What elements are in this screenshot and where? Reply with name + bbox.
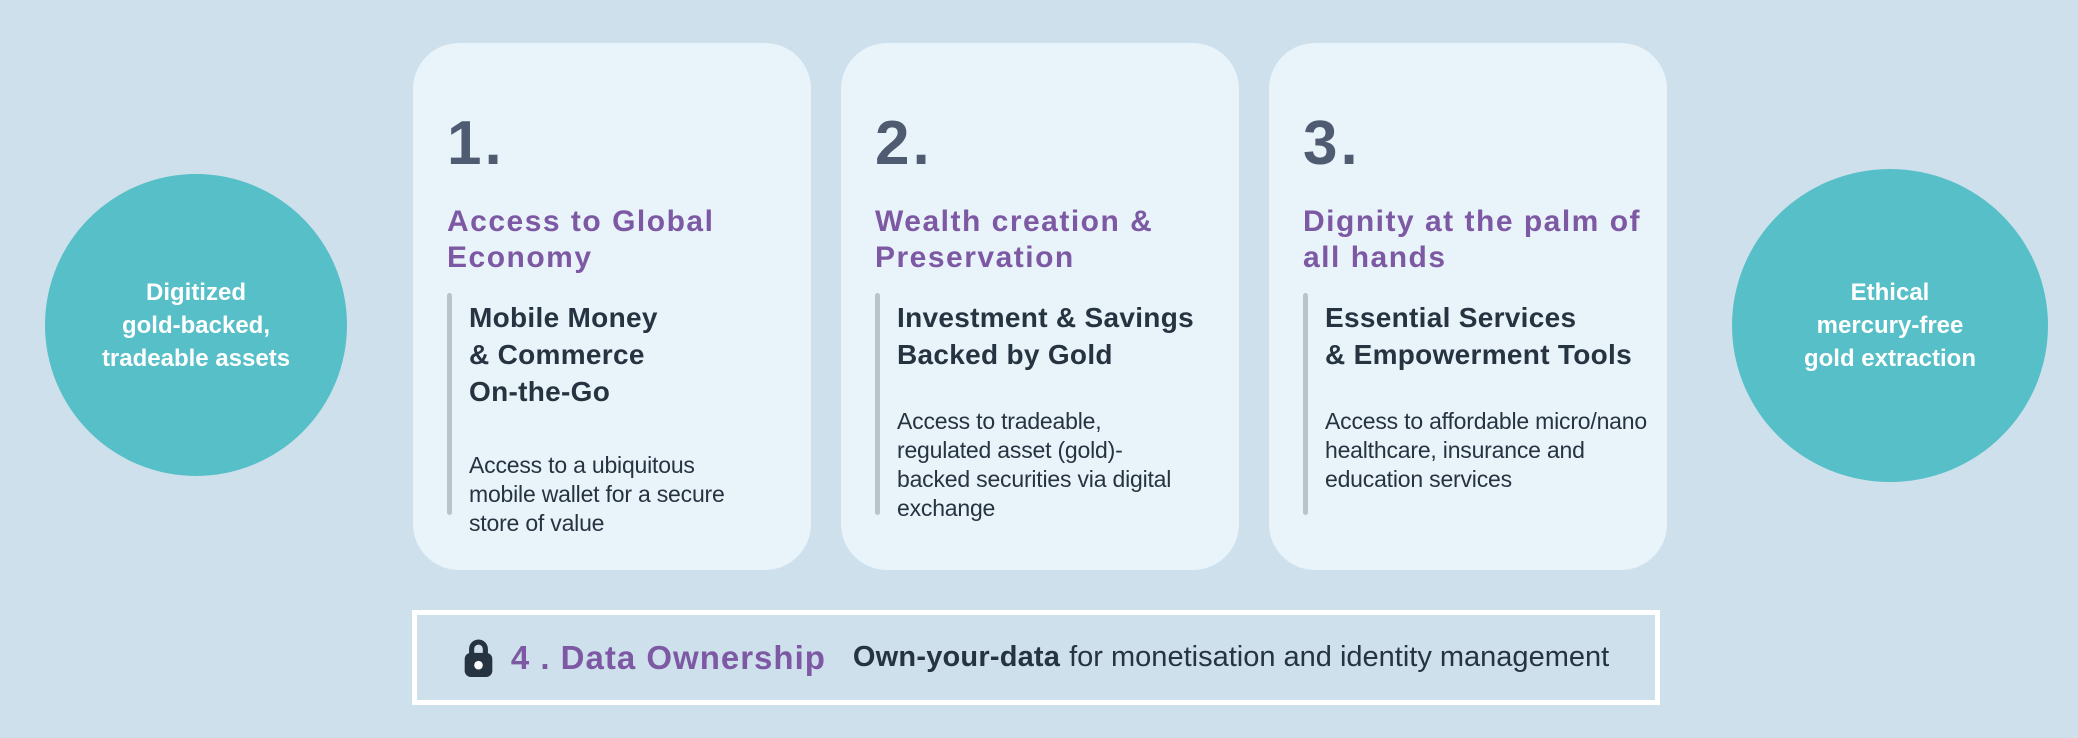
card-title: Access to Global Economy	[447, 204, 714, 276]
card-content: Mobile Money & Commerce On-the-Go Access…	[469, 299, 801, 538]
card-body-line: Access to affordable micro/nano	[1325, 408, 1647, 434]
card-subtitle: Essential Services & Empowerment Tools	[1325, 299, 1657, 373]
card-body-line: healthcare, insurance and	[1325, 437, 1585, 463]
card-subtitle-line: Investment & Savings	[897, 302, 1194, 333]
left-circle-digitized-assets: Digitized gold-backed, tradeable assets	[45, 174, 347, 476]
card-subtitle-line: Essential Services	[1325, 302, 1577, 333]
own-your-data-text: Own-your-data	[852, 641, 1061, 673]
card-title-line: Preservation	[875, 241, 1075, 274]
card-content: Investment & Savings Backed by Gold Acce…	[897, 299, 1229, 523]
left-circle-text: Digitized gold-backed, tradeable assets	[102, 276, 290, 375]
vertical-divider	[875, 293, 880, 515]
card-subtitle-line: & Empowerment Tools	[1325, 339, 1632, 370]
right-circle-ethical-extraction: Ethical mercury-free gold extraction	[1732, 169, 2048, 482]
card-access-to-global-economy: 1. Access to Global Economy Mobile Money…	[413, 43, 811, 570]
card-body: Access to tradeable, regulated asset (go…	[897, 407, 1229, 523]
circle-text-line: gold-backed,	[121, 311, 270, 339]
vertical-divider	[1303, 293, 1308, 515]
card-body-line: mobile wallet for a secure	[469, 481, 725, 507]
card-dignity-at-palm-of-all-hands: 3. Dignity at the palm of all hands Esse…	[1269, 43, 1667, 570]
card-content: Essential Services & Empowerment Tools A…	[1325, 299, 1657, 494]
card-body-line: regulated asset (gold)-	[897, 437, 1123, 463]
card-number: 1.	[447, 109, 505, 178]
card-subtitle: Mobile Money & Commerce On-the-Go	[469, 299, 801, 410]
circle-text-line: Digitized	[145, 278, 246, 306]
monetisation-text: for monetisation and identity management	[1069, 641, 1610, 673]
card-number: 3.	[1303, 109, 1361, 178]
right-circle-text: Ethical mercury-free gold extraction	[1804, 276, 1976, 375]
card-title-line: Economy	[447, 241, 593, 274]
card-title: Wealth creation & Preservation	[875, 204, 1153, 276]
circle-text-line: Ethical	[1850, 279, 1930, 306]
card-body: Access to a ubiquitous mobile wallet for…	[469, 451, 801, 538]
card-body-line: Access to tradeable,	[897, 408, 1102, 434]
card-body-line: store of value	[469, 510, 605, 536]
card-subtitle-line: & Commerce	[469, 339, 645, 370]
card-title-line: Wealth creation &	[875, 205, 1154, 238]
circle-text-line: gold extraction	[1803, 345, 1977, 372]
data-ownership-description: Own-your-data for monetisation and identi…	[853, 641, 1609, 674]
card-body-line: exchange	[897, 495, 996, 521]
card-title-line: Access to Global	[447, 205, 715, 238]
card-body-line: Access to a ubiquitous	[469, 452, 695, 478]
card-subtitle: Investment & Savings Backed by Gold	[897, 299, 1229, 373]
card-number: 2.	[875, 109, 933, 178]
data-ownership-label: 4 . Data Ownership	[510, 638, 826, 676]
card-subtitle-line: Backed by Gold	[897, 339, 1113, 370]
card-subtitle-line: On-the-Go	[469, 376, 611, 407]
card-body-line: backed securities via digital	[897, 466, 1172, 492]
card-wealth-creation-preservation: 2. Wealth creation & Preservation Invest…	[841, 43, 1239, 570]
circle-text-line: tradeable assets	[101, 344, 291, 372]
lock-icon	[464, 639, 493, 677]
card-title-line: all hands	[1303, 241, 1447, 274]
card-body-line: education services	[1325, 466, 1512, 492]
circle-text-line: mercury-free	[1816, 312, 1964, 339]
card-title: Dignity at the palm of all hands	[1303, 204, 1641, 276]
card-body: Access to affordable micro/nano healthca…	[1325, 407, 1657, 494]
card-subtitle-line: Mobile Money	[469, 302, 658, 333]
card-title-line: Dignity at the palm of	[1303, 205, 1642, 238]
data-ownership-bar: 4 . Data Ownership Own-your-data for mone…	[412, 610, 1660, 705]
vertical-divider	[447, 293, 452, 515]
